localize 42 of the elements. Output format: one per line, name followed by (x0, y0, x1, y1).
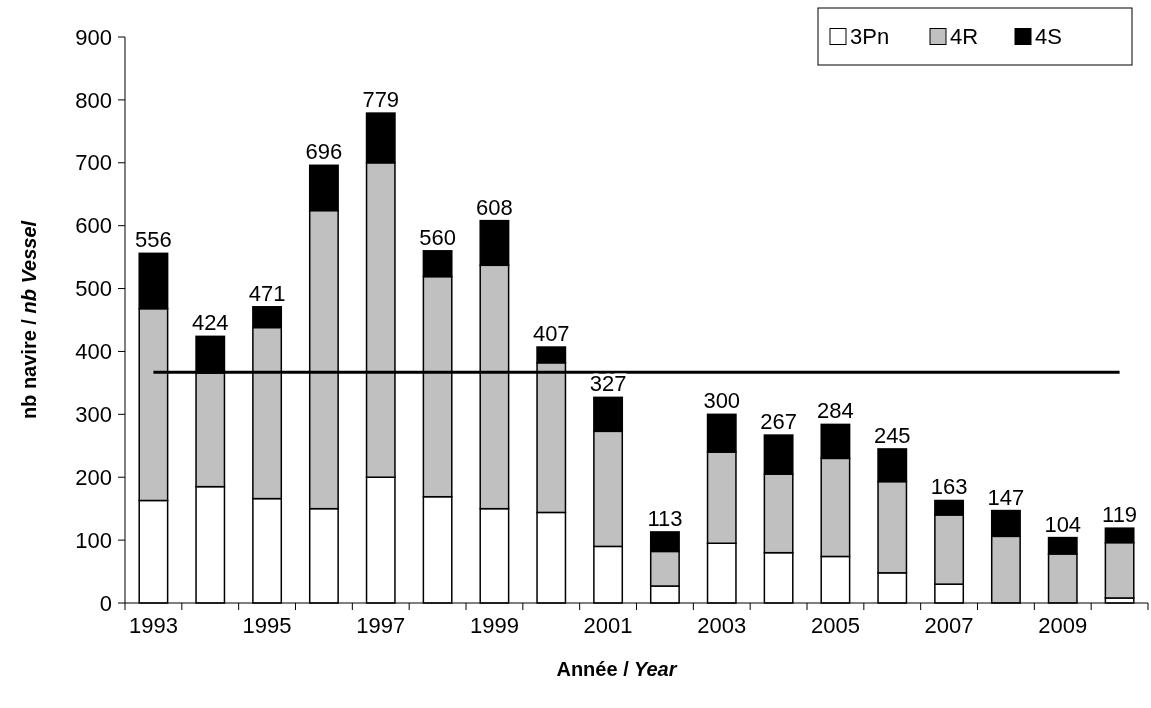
total-label: 284 (817, 398, 854, 424)
total-label: 779 (362, 87, 400, 113)
y-tick-label: 200 (75, 464, 112, 490)
total-label: 424 (191, 310, 229, 336)
x-tick-label: 2007 (924, 613, 974, 638)
y-tick-label: 700 (75, 150, 112, 176)
x-tick-label: 1993 (128, 613, 178, 638)
x-tick-label: 2001 (583, 613, 633, 638)
x-tick-label: 1997 (356, 613, 406, 638)
total-label: 560 (419, 224, 456, 250)
y-tick-label: 300 (75, 402, 112, 428)
y-tick-label: 0 (99, 590, 112, 616)
y-tick-label: 600 (75, 213, 112, 239)
y-axis-title: nb navire / nb Vessel (18, 220, 40, 420)
total-label: 471 (248, 280, 286, 306)
x-tick-label: 1999 (469, 613, 519, 638)
total-label: 300 (703, 388, 741, 414)
total-label: 696 (305, 139, 343, 165)
total-label: 327 (589, 371, 627, 397)
x-tick-label: 2003 (697, 613, 747, 638)
total-label: 113 (647, 505, 683, 531)
total-label: 407 (532, 321, 570, 347)
x-tick-label: 2005 (810, 613, 860, 638)
total-label: 163 (930, 474, 968, 500)
total-label: 147 (987, 484, 1025, 510)
y-tick-label: 800 (75, 87, 112, 113)
y-tick-label: 900 (75, 24, 112, 50)
y-tick-label: 400 (75, 339, 112, 365)
total-label: 267 (760, 409, 797, 435)
y-tick-label: 500 (75, 276, 112, 302)
total-label: 104 (1044, 511, 1082, 537)
total-label: 245 (873, 422, 911, 448)
total-label: 556 (135, 227, 172, 253)
x-tick-label: 2009 (1038, 613, 1088, 638)
x-tick-label: 1995 (242, 613, 292, 638)
y-tick-label: 100 (75, 527, 112, 553)
total-label: 119 (1102, 502, 1138, 528)
legend-label: 3Pn (850, 24, 890, 50)
total-label: 608 (476, 194, 513, 220)
legend-label: 4R (950, 24, 979, 50)
x-axis-title: Année / Year (556, 658, 678, 680)
legend-label: 4S (1035, 24, 1062, 50)
